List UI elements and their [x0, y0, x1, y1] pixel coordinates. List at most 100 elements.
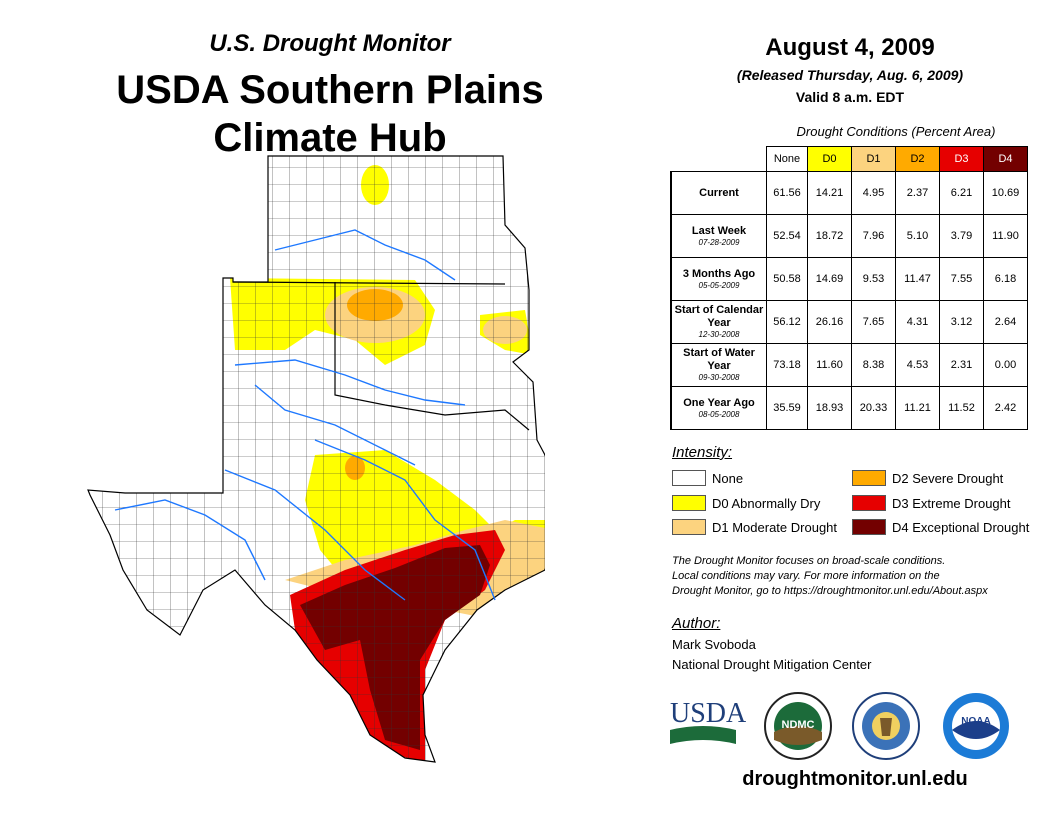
table-cell: 3.12: [939, 300, 984, 344]
map-date: August 4, 2009: [765, 34, 935, 61]
row-date: 12-30-2008: [698, 330, 740, 339]
table-cell: 3.79: [939, 214, 984, 258]
agency-logos: USDA NDMC NOAA: [670, 692, 1009, 760]
table-cell: 2.31: [939, 343, 984, 387]
disclaimer-note: The Drought Monitor focuses on broad-sca…: [672, 554, 1042, 599]
table-cell: 52.54: [766, 214, 808, 258]
legend-swatch: [852, 470, 886, 486]
legend-swatch: [672, 470, 706, 486]
legend-item-d1: D1 Moderate Drought: [672, 519, 837, 535]
column-header-d3: D3: [939, 146, 984, 172]
row-label: Start of Water Year 09-30-2008: [670, 343, 767, 387]
river-canadian: [234, 359, 466, 406]
legend-item-d3: D3 Extreme Drought: [852, 495, 1011, 511]
table-cell: 26.16: [807, 300, 852, 344]
table-cell: 61.56: [766, 171, 808, 215]
table-cell: 50.58: [766, 257, 808, 301]
row-date: 05-05-2009: [698, 280, 740, 290]
ndmc-logo: NDMC: [764, 692, 832, 760]
table-cell: 6.18: [983, 257, 1028, 301]
commerce-seal-logo: [852, 692, 920, 760]
column-header-none: None: [766, 146, 808, 172]
svg-text:NOAA: NOAA: [961, 716, 990, 727]
kansas-oklahoma-border: [232, 281, 506, 285]
table-cell: 11.21: [895, 386, 940, 430]
table-cell: 11.90: [983, 214, 1028, 258]
table-cell: 14.69: [807, 257, 852, 301]
column-header-d4: D4: [983, 146, 1028, 172]
table-cell: 14.21: [807, 171, 852, 215]
table-cell: 20.33: [851, 386, 896, 430]
table-row: One Year Ago 08-05-2008 35.59 18.93 20.33 11.…: [670, 386, 1028, 430]
table-cell: 11.60: [807, 343, 852, 387]
legend-item-d2: D2 Severe Drought: [852, 470, 1003, 486]
row-label-text: Start of Calendar Year: [674, 304, 764, 329]
note-line: Local conditions may vary. For more info…: [672, 570, 940, 582]
author-organization: National Drought Mitigation Center: [672, 657, 872, 672]
table-cell: 4.53: [895, 343, 940, 387]
website-link[interactable]: droughtmonitor.unl.edu: [742, 768, 968, 790]
row-date: 09-30-2008: [698, 373, 740, 382]
row-label: One Year Ago 08-05-2008: [670, 386, 767, 430]
row-label: 3 Months Ago 05-05-2009: [670, 257, 767, 301]
brand-title: U.S. Drought Monitor: [209, 30, 451, 57]
table-cell: 7.65: [851, 300, 896, 344]
drought-conditions-table: None D0 D1 D2 D3 D4 Current 61.56 14.21 4.95 2.37…: [670, 146, 1028, 430]
table-caption: Drought Conditions (Percent Area): [796, 124, 996, 139]
region-outline: [87, 155, 545, 763]
usda-logo: USDA: [670, 698, 747, 744]
river-arkansas: [274, 229, 456, 281]
river-red: [254, 384, 416, 466]
row-label-text: Last Week: [691, 224, 747, 237]
release-date: (Released Thursday, Aug. 6, 2009): [736, 67, 964, 83]
table-row: Last Week 07-28-2009 52.54 18.72 7.96 5.10 3.7…: [670, 214, 1028, 258]
row-label-text: Current: [699, 186, 739, 199]
column-header-d0: D0: [807, 146, 852, 172]
row-label-text: Start of Water Year: [683, 347, 755, 372]
table-cell: 73.18: [766, 343, 808, 387]
author-heading: Author:: [672, 615, 721, 632]
column-header-d1: D1: [851, 146, 896, 172]
river-rio-grande: [114, 499, 266, 581]
legend-label: D3 Extreme Drought: [892, 495, 1011, 511]
row-date: 08-05-2008: [698, 409, 740, 419]
table-body: Current 61.56 14.21 4.95 2.37 6.21 10.69 Last W…: [670, 171, 1028, 430]
legend-swatch: [852, 519, 886, 535]
table-cell: 9.53: [851, 257, 896, 301]
legend-label: None: [712, 470, 744, 486]
table-row: Start of Water Year 09-30-2008 73.18 11.60 8…: [670, 343, 1028, 387]
row-label: Start of Calendar Year 12-30-2008: [670, 300, 767, 344]
table-header-row: None D0 D1 D2 D3 D4: [671, 146, 1028, 172]
table-cell: 18.93: [807, 386, 852, 430]
table-cell: 2.42: [983, 386, 1028, 430]
oklahoma-texas-border: [334, 282, 530, 431]
row-label: Last Week 07-28-2009: [670, 214, 767, 258]
noaa-logo: NOAA: [943, 693, 1009, 759]
table-cell: 6.21: [939, 171, 984, 215]
author-name: Mark Svoboda: [672, 637, 756, 652]
legend-swatch: [672, 495, 706, 511]
river-colorado: [224, 469, 406, 601]
legend-item-d4: D4 Exceptional Drought: [852, 519, 1029, 535]
table-cell: 18.72: [807, 214, 852, 258]
note-line: The Drought Monitor focuses on broad-sca…: [672, 555, 946, 567]
svg-text:USDA: USDA: [670, 698, 747, 729]
row-label-text: One Year Ago: [683, 396, 755, 409]
legend-swatch: [672, 519, 706, 535]
table-cell: 5.10: [895, 214, 940, 258]
table-cell: 11.47: [895, 257, 940, 301]
table-row: Start of Calendar Year 12-30-2008 56.12 26.…: [670, 300, 1028, 344]
table-cell: 2.64: [983, 300, 1028, 344]
table-cell: 2.37: [895, 171, 940, 215]
legend-label: D4 Exceptional Drought: [892, 519, 1030, 535]
note-line: Drought Monitor, go to https://droughtmo…: [672, 585, 988, 597]
legend-label: D0 Abnormally Dry: [712, 495, 821, 511]
table-cell: 7.96: [851, 214, 896, 258]
row-label: Current: [670, 171, 767, 215]
legend-item-none: None: [672, 470, 743, 486]
table-cell: 10.69: [983, 171, 1028, 215]
legend-title: Intensity:: [672, 444, 733, 461]
row-label-text: 3 Months Ago: [682, 267, 756, 280]
legend-label: D2 Severe Drought: [892, 470, 1004, 486]
table-cell: 4.31: [895, 300, 940, 344]
